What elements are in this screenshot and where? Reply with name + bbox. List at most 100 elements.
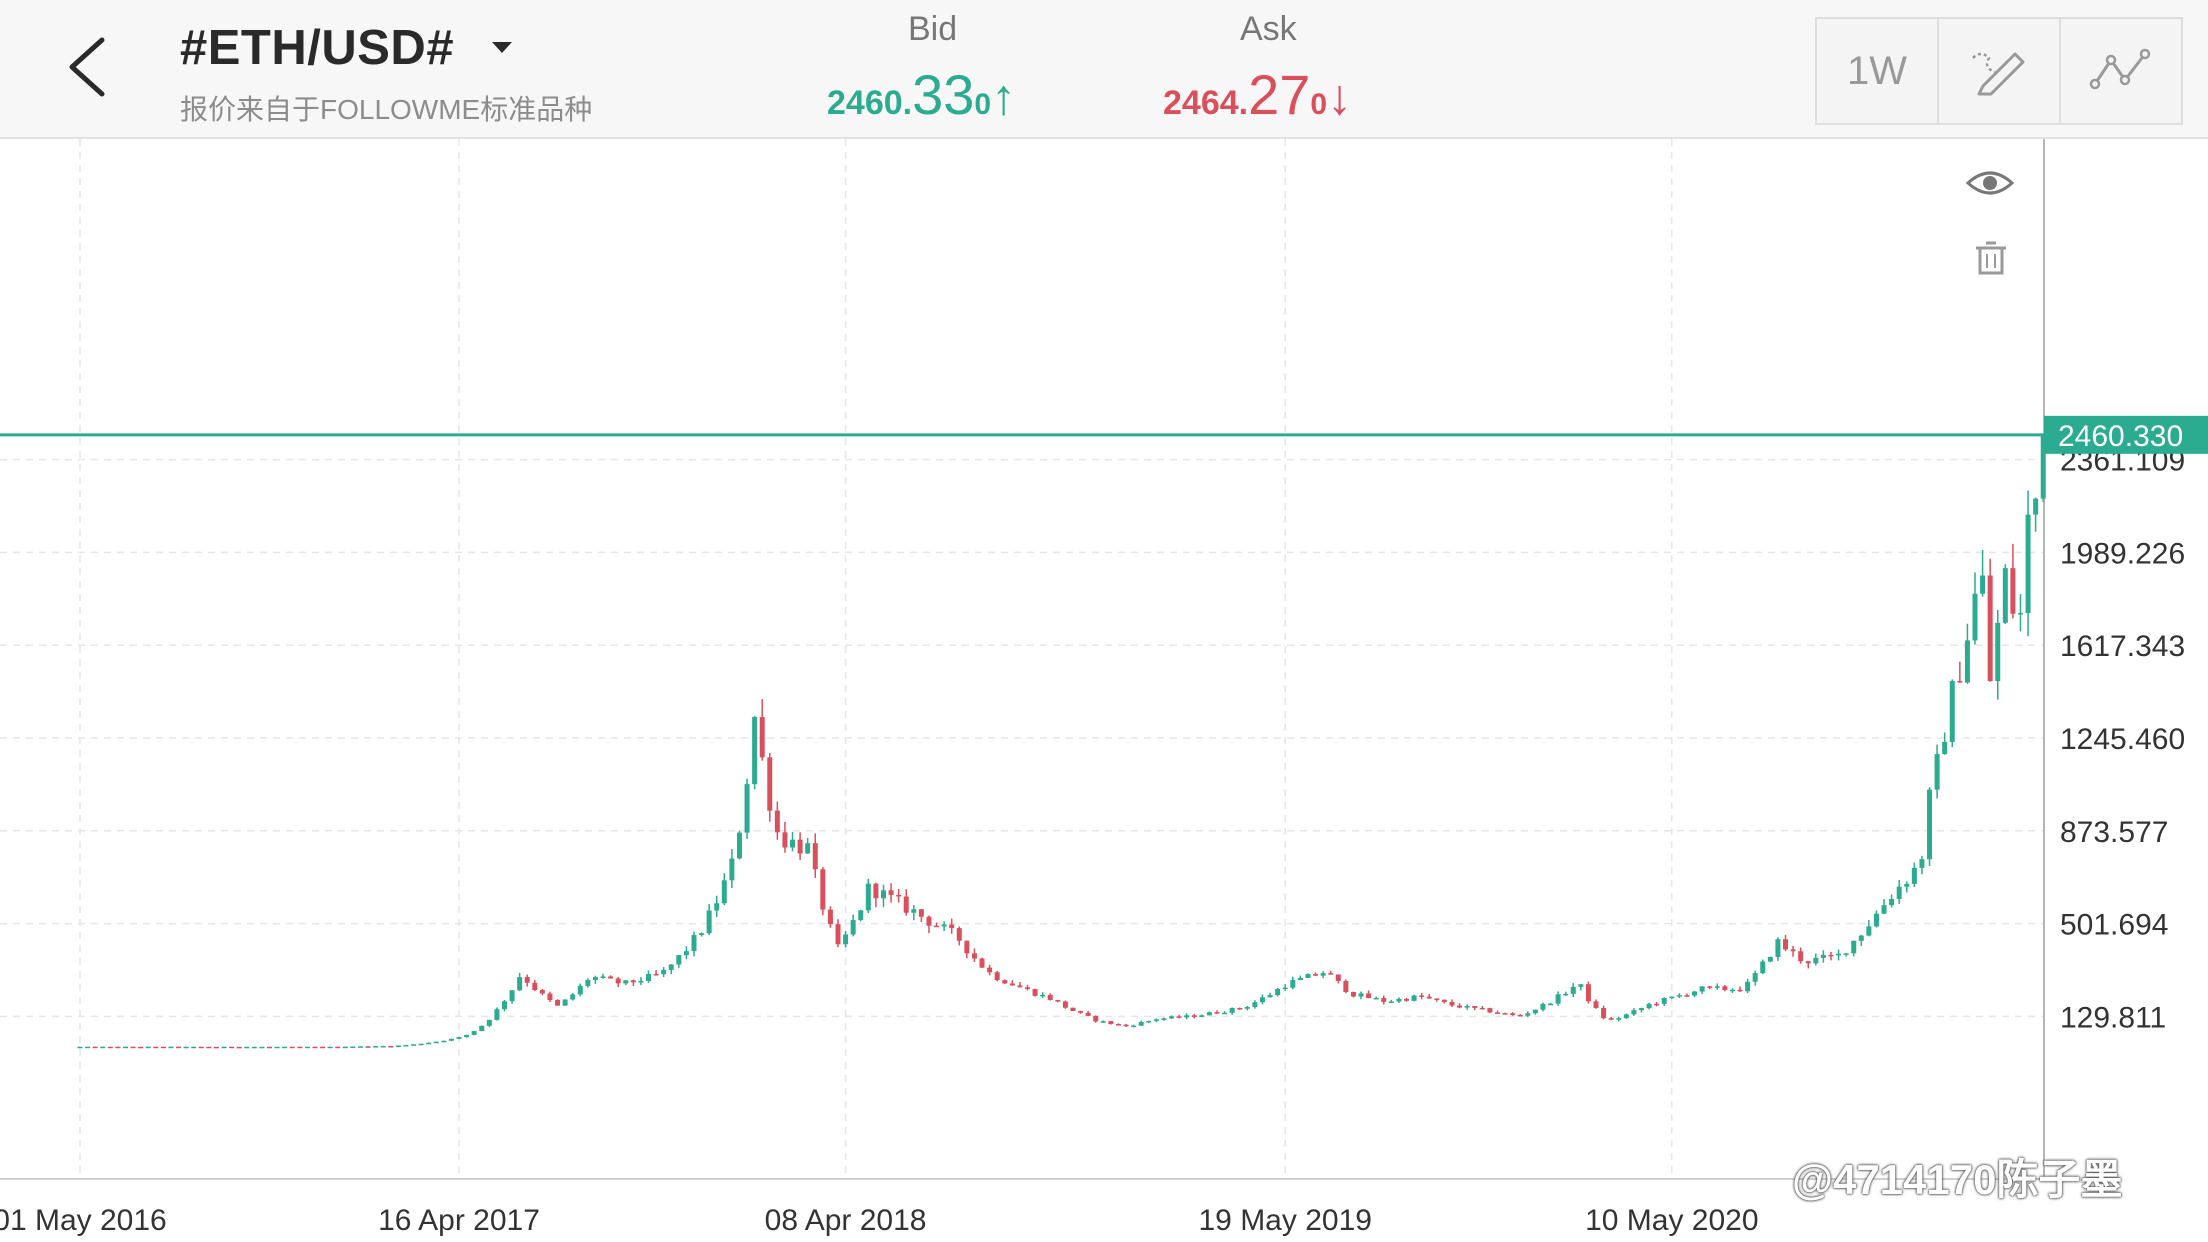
x-tick-label: 16 Apr 2017 xyxy=(378,1204,540,1237)
candle-body xyxy=(1889,898,1895,906)
chart-grid xyxy=(0,139,2044,1179)
candle-body xyxy=(623,980,629,984)
candle-body xyxy=(1699,986,1705,992)
candle-body xyxy=(1328,973,1334,975)
candle-body xyxy=(335,1046,341,1049)
candle-body xyxy=(1275,988,1281,996)
candle-body xyxy=(1942,741,1948,755)
candle-body xyxy=(752,717,758,785)
candle-body xyxy=(100,1046,106,1049)
candle-body xyxy=(1532,1009,1538,1014)
candle-body xyxy=(820,869,826,910)
candle-body xyxy=(1684,995,1690,997)
candle-body xyxy=(1949,681,1955,742)
candle-body xyxy=(1911,867,1917,884)
candle-body xyxy=(1487,1008,1493,1013)
candle-body xyxy=(729,858,735,881)
candle-body xyxy=(653,974,659,976)
candle-body xyxy=(1115,1024,1121,1026)
candle-body xyxy=(767,757,773,811)
eye-icon[interactable] xyxy=(1965,171,2015,195)
price-chart[interactable]: 129.811 501.694 873.577 1245.460 1617.343 198… xyxy=(0,139,2208,1242)
candle-body xyxy=(1654,1003,1660,1006)
candle-body xyxy=(1805,961,1811,964)
candle-body xyxy=(1419,995,1425,997)
candle-body xyxy=(1479,1007,1485,1010)
candle-body xyxy=(1343,980,1349,993)
candle-body xyxy=(85,1046,91,1049)
symbol-title[interactable]: #ETH/USD# xyxy=(180,21,455,75)
candle-body xyxy=(486,1019,492,1026)
candle-body xyxy=(501,1001,507,1010)
candle-body xyxy=(282,1046,288,1049)
candle-body xyxy=(683,951,689,956)
draw-icon[interactable] xyxy=(1939,19,2061,123)
candle-body xyxy=(1692,991,1698,996)
candle-body xyxy=(1623,1014,1629,1019)
candle-body xyxy=(1585,984,1591,1002)
symbol-dropdown-caret-icon[interactable] xyxy=(492,42,512,53)
candle-body xyxy=(92,1046,98,1049)
candle-body xyxy=(1722,986,1728,990)
current-price-tag-label: 2460.330 xyxy=(2058,420,2183,453)
candle-body xyxy=(1100,1021,1106,1023)
candle-body xyxy=(1995,622,2001,682)
candle-body xyxy=(1494,1012,1500,1014)
candle-body xyxy=(456,1037,462,1039)
trash-icon[interactable] xyxy=(1976,241,2006,275)
candle-body xyxy=(736,832,742,859)
candle-body xyxy=(668,964,674,970)
candle-body xyxy=(229,1046,235,1049)
x-axis-labels: 01 May 2016 16 Apr 2017 08 Apr 2018 19 May … xyxy=(0,1204,1759,1237)
candle-body xyxy=(1358,993,1364,997)
candle-body xyxy=(2002,568,2008,623)
candle-body xyxy=(600,976,606,978)
indicator-icon[interactable] xyxy=(2061,19,2181,123)
candle-body xyxy=(107,1046,113,1049)
candle-body xyxy=(1244,1006,1250,1009)
quote-source-subtitle: 报价来自于FOLLOWME标准品种 xyxy=(180,94,593,125)
candle-body xyxy=(388,1045,394,1048)
candle-body xyxy=(1313,974,1319,976)
candle-body xyxy=(835,924,841,945)
candle-body xyxy=(1866,926,1872,936)
candle-body xyxy=(1199,1015,1205,1017)
x-tick-label: 01 May 2016 xyxy=(0,1204,167,1237)
candle-body xyxy=(1638,1008,1644,1011)
candle-body xyxy=(494,1009,500,1020)
candle-body xyxy=(744,784,750,833)
candle-body xyxy=(2033,498,2039,515)
ask-price: 2464.270↓ xyxy=(1163,62,1352,127)
candle-body xyxy=(1836,953,1842,956)
candle-body xyxy=(297,1046,303,1049)
candle-body xyxy=(1062,1001,1068,1008)
y-tick-label: 1245.460 xyxy=(2060,723,2185,756)
candle-body xyxy=(1032,989,1038,996)
candle-body xyxy=(168,1046,174,1049)
candle-body xyxy=(418,1043,424,1046)
candle-body xyxy=(138,1046,144,1049)
candle-body xyxy=(1540,1003,1546,1010)
candle-body xyxy=(1608,1018,1614,1020)
candle-body xyxy=(805,843,811,854)
candle-body xyxy=(1707,986,1713,988)
timeframe-button[interactable]: 1W xyxy=(1817,19,1939,123)
candle-body xyxy=(964,940,970,954)
y-tick-label: 873.577 xyxy=(2060,816,2168,849)
candle-body xyxy=(77,1046,83,1049)
candle-body xyxy=(1085,1012,1091,1016)
candle-body xyxy=(1980,575,1986,594)
candle-body xyxy=(1676,995,1682,997)
candle-body xyxy=(1123,1024,1129,1027)
candle-body xyxy=(1055,999,1061,1002)
candle-body xyxy=(873,883,879,899)
candle-body xyxy=(1320,973,1326,976)
candle-body xyxy=(1047,994,1053,1000)
back-arrow-icon[interactable] xyxy=(60,32,120,102)
candle-body xyxy=(1934,754,1940,790)
candle-body xyxy=(365,1046,371,1048)
candle-body xyxy=(1411,995,1417,1001)
candle-body xyxy=(1563,993,1569,996)
candle-body xyxy=(1252,1002,1258,1007)
candle-body xyxy=(721,880,727,904)
